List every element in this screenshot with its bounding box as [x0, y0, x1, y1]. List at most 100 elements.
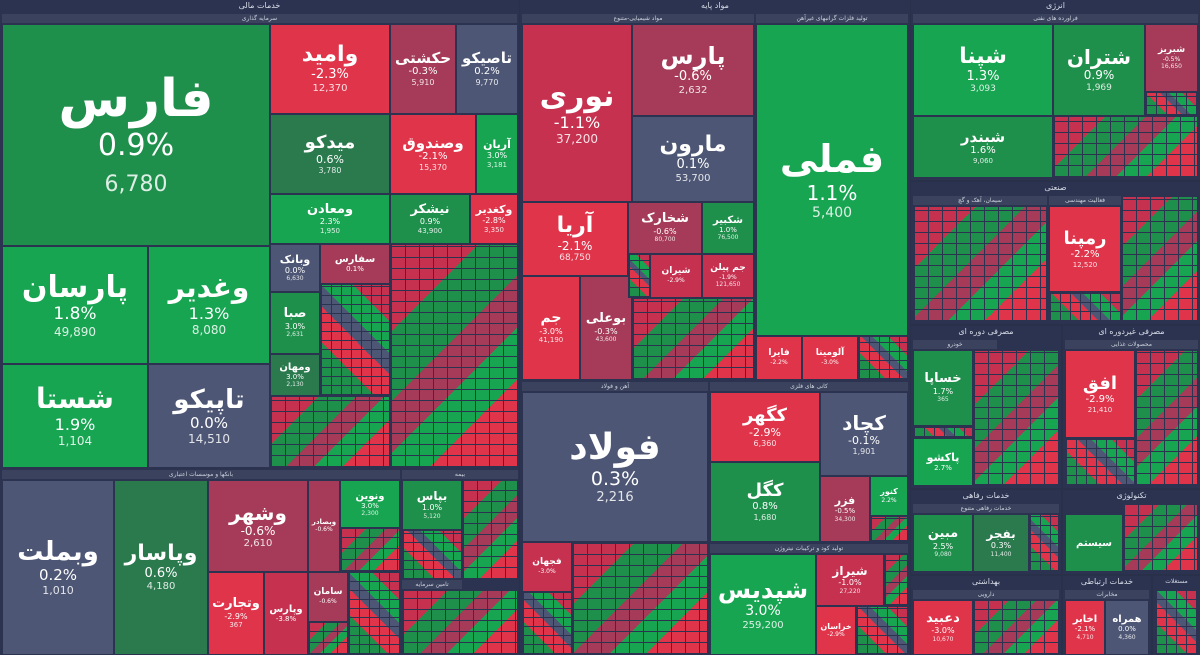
tile-tapiko[interactable]: تاصیکو 0.2% 9,770: [456, 24, 518, 114]
tile-kenur[interactable]: کنور 2.2%: [870, 476, 908, 516]
tile-shebandar[interactable]: شبندر 1.6% 9,060: [913, 116, 1053, 178]
tile-kegol[interactable]: کگل 0.8% 1,680: [710, 462, 820, 542]
tile-kechad[interactable]: کچاد -0.1% 1,901: [820, 392, 908, 476]
tile-arian[interactable]: آریان 3.0% 3,181: [476, 114, 518, 194]
small-tiles-cluster[interactable]: [858, 336, 908, 380]
tile-nishkar[interactable]: نیشکر 0.9% 43,900: [390, 194, 470, 244]
change-pct: 0.2%: [38, 566, 78, 585]
tile-safars[interactable]: سفارس 0.1%: [320, 244, 390, 284]
small-tiles-cluster[interactable]: [1123, 504, 1198, 572]
tile-shkharak[interactable]: شخارک -0.6% 80,700: [628, 202, 702, 254]
tile-shiraz[interactable]: شیراز -1.0% 27,220: [816, 554, 884, 606]
small-tiles-cluster[interactable]: [522, 592, 572, 655]
tile-fjahan[interactable]: فجهان -3.0%: [522, 542, 572, 592]
tile-midko[interactable]: میدکو 0.6% 3,780: [270, 114, 390, 194]
small-tiles-cluster[interactable]: [973, 600, 1059, 655]
tile-parsan[interactable]: پارسان 1.8% 49,890: [2, 246, 148, 364]
small-tiles-cluster[interactable]: [340, 528, 400, 572]
tile-fazar[interactable]: فزر -0.5% 34,300: [820, 476, 870, 542]
tile-shiran[interactable]: شیران -2.9%: [650, 254, 702, 298]
tile-fameli[interactable]: فملی 1.1% 5,400: [756, 24, 908, 336]
tile-khorasan[interactable]: خراسان -2.9%: [816, 606, 856, 655]
tile-foulad[interactable]: فولاد 0.3% 2,216: [522, 392, 708, 542]
small-tiles-cluster[interactable]: [462, 480, 518, 580]
tile-vbank[interactable]: وبانک 0.0% 6,630: [270, 244, 320, 292]
tile-shakbir[interactable]: شکبیر 1.0% 76,500: [702, 202, 754, 254]
small-tiles-cluster[interactable]: [632, 298, 754, 380]
tile-tapiko2[interactable]: تاپیکو 0.0% 14,510: [148, 364, 270, 468]
small-tiles-cluster[interactable]: [913, 206, 1047, 322]
tile-jam[interactable]: جم -3.0% 41,190: [522, 276, 580, 380]
tile-shabriz[interactable]: شبریز -0.5% 16,650: [1145, 24, 1198, 92]
small-tiles-cluster[interactable]: [1145, 92, 1198, 116]
small-tiles-cluster[interactable]: [1065, 438, 1135, 486]
tile-shetran[interactable]: شتران 0.9% 1,969: [1053, 24, 1145, 116]
tile-sistam[interactable]: سیستم: [1065, 514, 1123, 572]
small-tiles-cluster[interactable]: [913, 426, 973, 438]
small-tiles-cluster[interactable]: [856, 606, 908, 655]
small-tiles-cluster[interactable]: [402, 530, 462, 580]
tile-aria[interactable]: آریا -2.1% 68,750: [522, 202, 628, 276]
tile-saba[interactable]: صبا 3.0% 2,631: [270, 292, 320, 354]
small-tiles-cluster[interactable]: [348, 572, 400, 655]
tile-buali[interactable]: بوعلی -0.3% 43,600: [580, 276, 632, 380]
tile-vghadir2[interactable]: وکغدیر -2.8% 3,350: [470, 194, 518, 244]
tile-saman[interactable]: سامان -0.6%: [308, 572, 348, 622]
small-tiles-cluster[interactable]: [1029, 514, 1059, 572]
tile-shapna[interactable]: شپنا 1.3% 3,093: [913, 24, 1053, 116]
change-pct: 1.0%: [421, 503, 443, 513]
small-tiles-cluster[interactable]: [402, 590, 518, 655]
tile-marun[interactable]: مارون 0.1% 53,700: [632, 116, 754, 202]
change-pct: 2.7%: [934, 463, 952, 472]
tile-vpars[interactable]: وپارس -3.8%: [264, 572, 308, 655]
tile-vnovin[interactable]: ونوین 3.0% 2,300: [340, 480, 400, 528]
small-tiles-cluster[interactable]: [308, 622, 348, 655]
tile-vpasar[interactable]: وپاسار 0.6% 4,180: [114, 480, 208, 655]
tile-vamaadan[interactable]: ومعادن 2.3% 1,950: [270, 194, 390, 244]
tile-bpas[interactable]: بپاس 1.0% 5,120: [402, 480, 462, 530]
tile-hamrah[interactable]: همراه 0.0% 4,360: [1105, 600, 1149, 655]
tile-dadeid[interactable]: دعبید -3.0% 10,670: [913, 600, 973, 655]
tile-vamid[interactable]: وامید -2.3% 12,370: [270, 24, 390, 114]
tile-vtejarat[interactable]: وتجارت -2.9% 367: [208, 572, 264, 655]
small-tiles-cluster[interactable]: [1121, 196, 1198, 322]
tile-akhabar[interactable]: اخابر -2.1% 4,710: [1065, 600, 1105, 655]
tile-ofogh[interactable]: افق -2.9% 21,410: [1065, 350, 1135, 438]
small-tiles-cluster[interactable]: [884, 554, 908, 606]
tile-vbmellat[interactable]: وبملت 0.2% 1,010: [2, 480, 114, 655]
small-tiles-cluster[interactable]: [1049, 292, 1121, 322]
tile-mabin[interactable]: مبین 2.5% 9,080: [913, 514, 973, 572]
tile-pakshu[interactable]: پاکشو 2.7%: [913, 438, 973, 486]
tile-pars[interactable]: پارس -0.6% 2,632: [632, 24, 754, 116]
small-tiles-cluster[interactable]: [1135, 350, 1198, 486]
symbol: شبریز: [1157, 44, 1186, 55]
tile-bfajr[interactable]: بفجر 0.3% 11,400: [973, 514, 1029, 572]
small-tiles-cluster[interactable]: [870, 516, 908, 542]
tile-kegohar[interactable]: کگهر -2.9% 6,360: [710, 392, 820, 462]
tile-vshahr[interactable]: وشهر -0.6% 2,610: [208, 480, 308, 572]
tile-vghadir[interactable]: وغدیر 1.3% 8,080: [148, 246, 270, 364]
small-tiles-cluster[interactable]: [270, 396, 390, 468]
sector-title: مصرفی دوره ای: [911, 326, 1061, 338]
small-tiles-cluster[interactable]: [1053, 116, 1198, 178]
tile-vsandogh[interactable]: وصندوق -2.1% 15,370: [390, 114, 476, 194]
small-tiles-cluster[interactable]: [320, 284, 390, 396]
tile-hekshti[interactable]: حکشتی -0.3% 5,910: [390, 24, 456, 114]
small-tiles-cluster[interactable]: [973, 350, 1059, 486]
small-tiles-cluster[interactable]: [1155, 590, 1198, 655]
tile-rampna[interactable]: رمپنا -2.2% 12,520: [1049, 206, 1121, 292]
tile-fars[interactable]: فارس 0.9% 6,780: [2, 24, 270, 246]
tile-nori[interactable]: نوری -1.1% 37,200: [522, 24, 632, 202]
tile-khsapa[interactable]: خساپا 1.7% 365: [913, 350, 973, 426]
small-tiles-cluster[interactable]: [572, 542, 708, 655]
tile-jampilan[interactable]: جم پیلن -1.9% 121,650: [702, 254, 754, 298]
tile-alumina[interactable]: آلومینا -3.0%: [802, 336, 858, 380]
small-tiles-cluster[interactable]: [390, 244, 518, 468]
tile-faira[interactable]: فایرا -2.2%: [756, 336, 802, 380]
tile-vbsader[interactable]: وبصادر -0.6%: [308, 480, 340, 572]
tile-shasta[interactable]: شستا 1.9% 1,104: [2, 364, 148, 468]
tile-shepadis[interactable]: شپدیس 3.0% 259,200: [710, 554, 816, 655]
small-tiles-cluster[interactable]: [628, 254, 650, 298]
symbol: سامان: [313, 587, 343, 598]
tile-vmahan[interactable]: ومهان 3.0% 2,130: [270, 354, 320, 396]
